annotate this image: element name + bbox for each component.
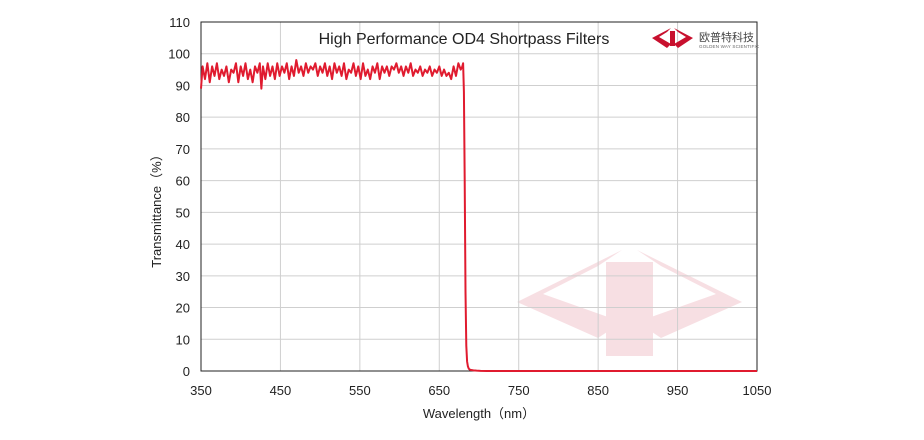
x-tick-label: 850 xyxy=(587,383,609,398)
y-tick-label: 0 xyxy=(183,364,190,379)
y-tick-label: 100 xyxy=(168,47,190,62)
x-tick-label: 750 xyxy=(508,383,530,398)
y-tick-label: 20 xyxy=(176,301,190,316)
y-tick-label: 40 xyxy=(176,237,190,252)
y-axis-label: Transmittance（%） xyxy=(149,148,164,267)
y-tick-label: 90 xyxy=(176,78,190,93)
y-tick-label: 80 xyxy=(176,110,190,125)
y-tick-labels: 0 10 20 30 40 50 60 70 80 90 100 110 xyxy=(168,15,190,379)
x-axis-label: Wavelength（nm） xyxy=(423,406,535,421)
x-tick-label: 350 xyxy=(190,383,212,398)
series-line-transmittance xyxy=(200,59,757,372)
brand-name-en: GOLDEN WAY SCIENTIFIC xyxy=(699,44,760,49)
y-tick-label: 50 xyxy=(176,205,190,220)
y-tick-label: 110 xyxy=(169,15,190,30)
x-tick-label: 1050 xyxy=(743,383,772,398)
chart-title: High Performance OD4 Shortpass Filters xyxy=(319,31,610,48)
x-tick-label: 550 xyxy=(349,383,371,398)
x-tick-label: 450 xyxy=(270,383,292,398)
brand-logo-icon xyxy=(652,28,693,48)
y-tick-label: 30 xyxy=(176,269,190,284)
y-tick-label: 60 xyxy=(176,174,190,189)
x-tick-label: 950 xyxy=(667,383,689,398)
y-tick-label: 10 xyxy=(176,332,190,347)
y-tick-label: 70 xyxy=(176,142,190,157)
brand-logo: 欧普特科技 GOLDEN WAY SCIENTIFIC xyxy=(652,28,760,49)
brand-name-cn: 欧普特科技 xyxy=(699,30,754,44)
watermark-logo xyxy=(517,250,742,356)
x-tick-labels: 350 450 550 650 750 850 950 1050 xyxy=(190,383,771,398)
x-tick-label: 650 xyxy=(428,383,450,398)
